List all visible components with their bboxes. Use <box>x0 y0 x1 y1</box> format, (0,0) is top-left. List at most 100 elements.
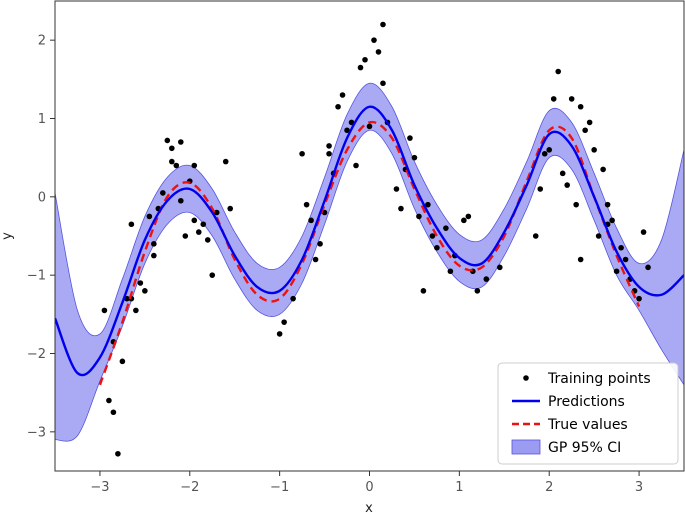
y-tick-label: −2 <box>27 347 46 362</box>
training-point <box>600 166 606 173</box>
x-axis-label: x <box>365 501 373 516</box>
training-point <box>178 139 184 145</box>
training-point <box>465 213 472 220</box>
training-point <box>640 229 647 235</box>
x-tick-label: 0 <box>365 480 373 495</box>
legend-item: GP 95% CI <box>511 439 621 456</box>
training-point <box>411 154 418 161</box>
training-point <box>115 450 121 457</box>
training-point <box>303 201 310 208</box>
x-tick-label: −3 <box>90 480 109 495</box>
training-point <box>200 221 207 228</box>
prediction-line <box>55 105 684 377</box>
y-tick-label: 1 <box>38 112 46 127</box>
training-point <box>326 150 332 157</box>
training-point <box>173 162 180 169</box>
training-point <box>613 268 620 275</box>
training-point <box>222 158 229 165</box>
training-point <box>595 233 602 239</box>
training-point <box>546 147 553 153</box>
training-point <box>191 217 198 224</box>
training-point <box>577 256 584 263</box>
x-tick-label: −1 <box>270 480 289 495</box>
training-point <box>582 127 588 134</box>
training-point <box>213 209 220 216</box>
training-point <box>110 409 117 416</box>
training-point <box>164 137 171 144</box>
training-point <box>339 92 346 98</box>
training-point <box>591 147 597 153</box>
true-values-line <box>98 120 641 386</box>
training-point <box>380 21 386 28</box>
training-point <box>461 217 467 224</box>
training-point <box>622 256 629 263</box>
training-point <box>550 96 557 102</box>
y-tick-label: −3 <box>27 425 46 440</box>
training-point <box>645 264 651 271</box>
training-point <box>362 56 368 63</box>
legend-label: Training points <box>547 371 651 387</box>
y-axis-ticks: −3 −2 −1 0 1 2 <box>27 34 55 440</box>
training-point <box>447 268 454 275</box>
plot-area <box>55 21 684 457</box>
training-point <box>151 252 157 259</box>
x-tick-label: −2 <box>180 480 199 495</box>
x-tick-label: 2 <box>545 480 553 495</box>
training-point <box>101 307 108 314</box>
training-point <box>420 288 427 294</box>
training-point <box>555 68 561 75</box>
training-point <box>618 244 624 251</box>
training-point <box>133 307 139 314</box>
x-axis-ticks: −3 −2 −1 0 1 2 3 <box>90 471 643 495</box>
training-point <box>483 276 490 282</box>
training-point <box>160 190 166 196</box>
legend-item: Training points <box>523 371 651 387</box>
training-point <box>636 295 642 302</box>
training-point <box>195 229 202 235</box>
training-point <box>299 150 305 157</box>
training-point <box>353 162 359 169</box>
training-point <box>335 103 341 110</box>
training-point <box>429 233 436 239</box>
training-point <box>371 37 377 43</box>
training-point <box>317 241 323 247</box>
training-point <box>573 201 579 208</box>
y-tick-label: −1 <box>27 269 46 284</box>
x-tick-label: 1 <box>455 480 463 495</box>
legend-label: GP 95% CI <box>548 440 621 456</box>
legend-label: Predictions <box>548 394 625 410</box>
y-tick-label: 2 <box>38 34 46 49</box>
training-point <box>146 213 153 220</box>
training-point <box>326 143 332 149</box>
training-point <box>227 205 234 212</box>
training-point <box>308 217 314 224</box>
y-tick-label: 0 <box>38 190 46 205</box>
training-point <box>398 205 404 212</box>
training-point <box>106 397 112 404</box>
confidence-band <box>55 82 684 442</box>
training-point <box>604 201 611 208</box>
training-point <box>393 186 400 192</box>
training-point <box>407 135 413 141</box>
training-point <box>204 237 211 243</box>
training-point <box>142 288 148 294</box>
legend-item: Predictions <box>512 394 625 410</box>
training-point <box>541 150 548 157</box>
legend-item: True values <box>512 417 628 433</box>
training-point <box>182 233 189 239</box>
training-point <box>586 119 593 126</box>
training-point <box>532 233 539 239</box>
training-point <box>568 96 575 102</box>
training-point <box>312 256 319 263</box>
legend-marker-patch <box>511 439 541 455</box>
training-point <box>209 272 216 278</box>
training-point <box>366 123 373 130</box>
training-point <box>357 64 364 71</box>
legend-label: True values <box>547 417 628 433</box>
training-point <box>474 288 481 294</box>
training-point <box>443 225 449 231</box>
training-point <box>169 158 175 165</box>
training-point <box>375 49 382 55</box>
training-point <box>577 103 584 110</box>
training-point <box>609 217 615 224</box>
